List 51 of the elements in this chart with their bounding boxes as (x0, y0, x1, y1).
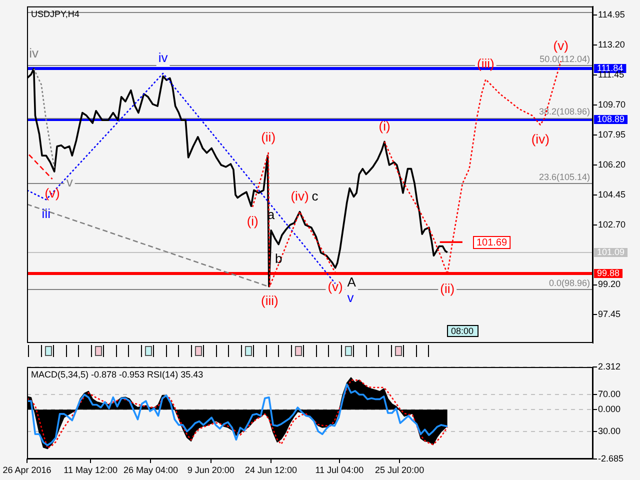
ref-line-label: 108.89 (597, 114, 625, 124)
x-tick-label: 11 Jul 04:00 (315, 464, 364, 475)
y-tick-label: -2.685 (598, 453, 624, 464)
data-label: (i) (246, 214, 258, 229)
y-tick-label: 2.312 (598, 361, 621, 372)
ref-line-label: 99.88 (597, 268, 620, 278)
y-tick-label: 109.70 (598, 99, 626, 110)
chart-title: MACD(5,34,5) -0.878 -0.953 RSI(14) 35.43 (31, 369, 204, 380)
ref-line-label: 23.6(105.14) (538, 172, 590, 182)
annotation: 08:00 (451, 326, 474, 336)
data-label: 101.69 (476, 237, 508, 248)
data-label: iii (42, 206, 51, 222)
data-label: A (347, 274, 356, 290)
chart-title: USDJPY,H4 (31, 8, 80, 19)
data-label: (v) (44, 186, 60, 201)
data-label: (ii) (440, 280, 455, 296)
data-label: (v) (328, 279, 343, 294)
ref-line-label: 0.0(98.96) (548, 278, 590, 288)
ref-line-label: 101.09 (597, 246, 625, 257)
data-label: (i) (378, 118, 390, 134)
x-tick-label: 26 May 04:00 (123, 464, 178, 475)
y-tick-label: 107.95 (598, 129, 626, 140)
y-tick-label: 99.20 (598, 279, 621, 290)
y-tick-label: 113.20 (598, 39, 625, 50)
x-tick-label: 9 Jun 20:00 (187, 464, 234, 475)
y-tick-label: 106.20 (598, 159, 626, 170)
x-tick-label: 11 May 12:00 (64, 464, 118, 475)
data-label: v (66, 174, 74, 190)
ref-line-label: 38.2(108.96) (538, 106, 590, 117)
y2-tick-label: 70.00 (598, 389, 621, 400)
data-label: (ii) (261, 129, 276, 144)
data-label: b (274, 250, 282, 266)
x-tick-label: 25 Jul 20:00 (375, 464, 424, 475)
y-tick-label: 0.000 (598, 404, 621, 414)
y2-tick-label: 30.00 (598, 426, 621, 436)
data-label: v (347, 290, 354, 306)
data-label: (iv) (290, 188, 309, 204)
data-label: iv (158, 50, 168, 65)
y-tick-label: 97.45 (598, 309, 621, 320)
data-label: iv (29, 45, 40, 60)
y-tick-label: 114.95 (598, 9, 625, 20)
y-tick-label: 102.70 (598, 219, 626, 230)
data-label: (v) (553, 38, 568, 53)
x-tick-label: 24 Jun 12:00 (245, 464, 298, 475)
x-tick-label: 26 Apr 2016 (2, 464, 52, 475)
data-label: (iv) (531, 131, 550, 146)
ref-line-label: 50.0(112.04) (540, 54, 590, 64)
data-label: (iii) (477, 56, 494, 71)
y-tick-label: 104.45 (598, 189, 626, 200)
data-label: (iii) (261, 293, 278, 308)
data-label: c (312, 188, 319, 204)
